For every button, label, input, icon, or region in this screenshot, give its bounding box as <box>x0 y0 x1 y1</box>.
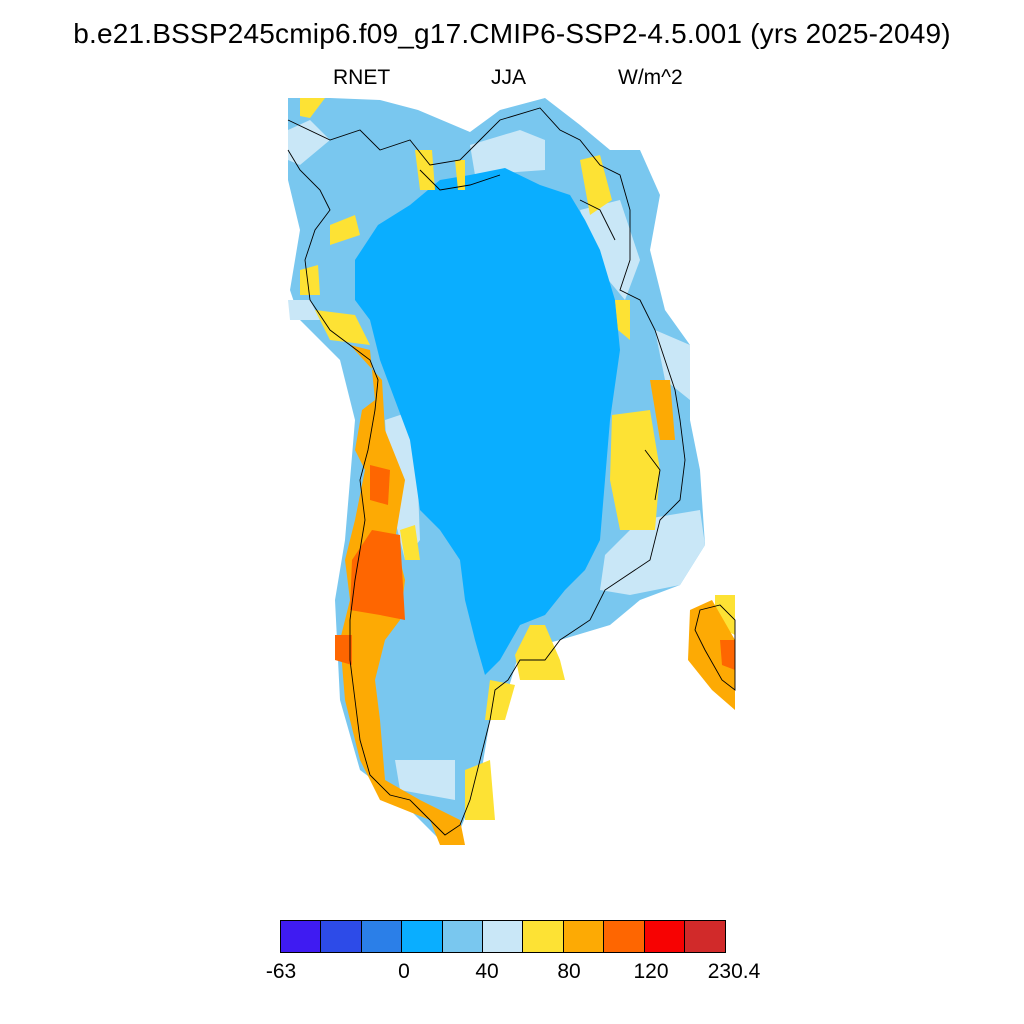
colorbar-swatch <box>604 921 645 952</box>
map-cell <box>485 680 515 720</box>
map-cell <box>615 300 630 340</box>
colorbar-swatch <box>644 921 685 952</box>
colorbar-swatch <box>442 921 483 952</box>
map-cell <box>515 625 565 680</box>
colorbar-swatch <box>482 921 524 952</box>
colorbar-swatch <box>361 921 403 952</box>
map-cell <box>600 510 705 595</box>
map-cell <box>720 640 735 670</box>
season-label: JJA <box>491 66 527 89</box>
map-cell <box>655 330 690 400</box>
colorbar <box>280 920 727 953</box>
map-cell <box>315 310 370 345</box>
map-cell <box>610 410 660 530</box>
map-cell <box>400 525 420 560</box>
map-cell <box>300 98 325 118</box>
colorbar-label: 230.4 <box>707 960 761 983</box>
units-label: W/m^2 <box>618 66 683 89</box>
map-cell <box>455 160 465 190</box>
map-cell <box>330 215 360 245</box>
colorbar-swatch <box>281 921 322 952</box>
coastline-path <box>419 169 501 191</box>
coastline-path <box>644 449 661 501</box>
colorbar-label: 120 <box>633 960 669 983</box>
map-cell <box>288 300 320 320</box>
map-cell <box>300 265 320 295</box>
coastline <box>287 107 736 836</box>
colorbar-swatch <box>523 921 564 952</box>
colorbar-label: 0 <box>398 960 410 983</box>
coastline-path <box>694 604 736 691</box>
map-cell <box>370 465 390 505</box>
map-cell <box>470 130 545 175</box>
colorbar-label: 40 <box>475 960 499 983</box>
colorbar-swatch <box>402 921 443 952</box>
coastline-path <box>579 199 616 241</box>
colorbar-label: 80 <box>557 960 581 983</box>
map-cell <box>650 380 675 440</box>
colorbar-label: -63 <box>265 960 297 983</box>
map-cell <box>465 760 495 820</box>
colorbar-swatch <box>684 921 726 952</box>
map-cell <box>355 168 620 675</box>
colorbar-swatch <box>563 921 605 952</box>
map-cell <box>350 530 405 620</box>
map-cell <box>688 600 735 710</box>
map-cell <box>395 760 455 800</box>
coastline-path <box>287 107 686 836</box>
map-cell <box>580 155 612 215</box>
map-cell <box>335 635 352 665</box>
plot-title: b.e21.BSSP245cmip6.f09_g17.CMIP6-SSP2-4.… <box>73 18 951 49</box>
colorbar-swatch <box>321 921 362 952</box>
variable-label: RNET <box>333 66 391 89</box>
map-cell <box>288 120 330 165</box>
map-grid-cells <box>288 98 735 845</box>
